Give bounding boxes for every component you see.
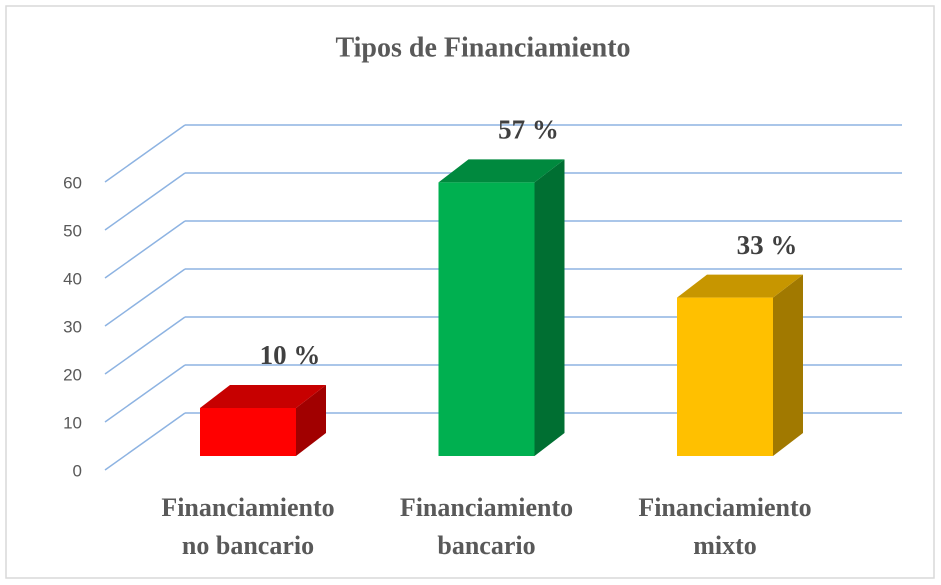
x-tick-label-line: mixto	[693, 531, 757, 560]
y-tick-label: 20	[63, 365, 82, 384]
bar-top	[200, 385, 326, 408]
x-tick-label-line: Financiamiento	[638, 493, 811, 522]
grid-line-diagonal	[104, 220, 186, 279]
bar	[200, 385, 326, 456]
grid-line-diagonal	[104, 412, 186, 471]
bar-top	[677, 274, 803, 298]
x-tick-label: Financiamiento mixto	[638, 493, 811, 560]
y-tick-label: 0	[73, 461, 82, 480]
value-label: 10 %	[260, 340, 321, 370]
x-tick-label-line: no bancario	[182, 531, 314, 560]
y-tick-label: 30	[63, 317, 82, 336]
y-tick-label: 40	[63, 269, 82, 288]
y-tick-label: 10	[63, 413, 82, 432]
grid-line-diagonal	[104, 364, 186, 423]
x-tick-label-line: Financiamiento	[161, 493, 334, 522]
y-tick-label: 60	[63, 173, 82, 192]
bar-side	[534, 159, 565, 456]
grid-line-diagonal	[104, 172, 186, 231]
bar-top	[438, 159, 565, 183]
grid-line-diagonal	[104, 268, 186, 327]
bar-side	[773, 274, 803, 456]
x-tick-label: Financiamiento no bancario	[161, 493, 334, 560]
x-tick-label: Financiamiento bancario	[400, 493, 573, 560]
x-tick-label-line: Financiamiento	[400, 493, 573, 522]
bar	[677, 274, 803, 456]
y-tick-label: 50	[63, 221, 82, 240]
bar-side	[296, 385, 326, 456]
grid-line-diagonal	[104, 316, 186, 375]
bar-front	[200, 408, 296, 456]
grid-line-diagonal	[104, 124, 186, 183]
value-label: 57 %	[498, 115, 559, 145]
chart-title: Tipos de Financiamiento	[335, 32, 630, 63]
bar-front	[438, 182, 535, 456]
bar-front	[677, 297, 773, 456]
x-tick-label-line: bancario	[437, 531, 535, 560]
bar	[438, 159, 565, 456]
value-label: 33 %	[737, 230, 798, 260]
